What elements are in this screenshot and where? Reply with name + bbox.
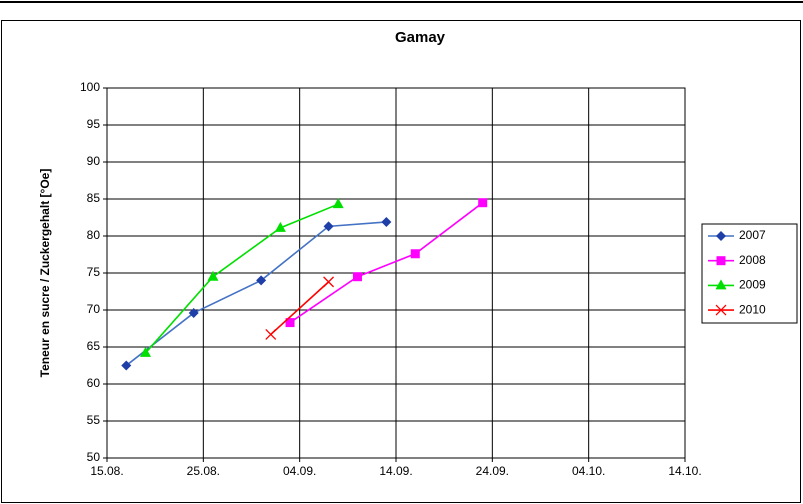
marker: [121, 360, 132, 371]
marker: [323, 276, 335, 288]
chart-title: Gamay: [395, 29, 446, 46]
y-tick-label: 60: [87, 376, 101, 390]
legend-marker: [715, 304, 727, 316]
series-line: [289, 202, 484, 324]
marker: [285, 318, 295, 328]
legend-marker: [715, 279, 727, 290]
y-tick-label: 50: [87, 450, 101, 464]
marker: [381, 216, 392, 227]
marker: [265, 328, 277, 340]
y-tick-label: 90: [87, 154, 101, 168]
x-tick-label: 24.09.: [476, 464, 509, 478]
y-tick-label: 75: [87, 265, 101, 279]
x-tick-label: 14.10.: [668, 464, 701, 478]
series-line: [270, 281, 330, 336]
marker: [188, 307, 199, 318]
legend-label: 2007: [739, 228, 766, 242]
marker: [256, 275, 267, 286]
marker: [352, 272, 362, 282]
y-tick-label: 65: [87, 339, 101, 353]
legend-marker: [716, 256, 726, 266]
x-tick-label: 04.10.: [572, 464, 605, 478]
legend-marker: [716, 231, 726, 241]
series-line: [144, 203, 339, 354]
x-tick-label: 04.09.: [283, 464, 316, 478]
marker: [323, 221, 334, 232]
marker: [332, 198, 344, 209]
legend-label: 2009: [739, 278, 766, 292]
marker: [140, 346, 152, 357]
y-tick-label: 95: [87, 117, 101, 131]
legend-label: 2010: [739, 302, 766, 316]
x-tick-label: 15.08.: [90, 464, 123, 478]
y-tick-label: 85: [87, 191, 101, 205]
marker: [274, 221, 286, 232]
y-tick-label: 100: [80, 80, 100, 94]
legend-label: 2008: [739, 253, 766, 267]
y-tick-label: 80: [87, 228, 101, 242]
y-tick-label: 70: [87, 302, 101, 316]
marker: [410, 249, 420, 259]
x-tick-label: 14.09.: [379, 464, 412, 478]
y-axis-label: Teneur en sucre / Zuckergehalt [°Oe]: [38, 169, 52, 378]
y-tick-label: 55: [87, 413, 101, 427]
marker: [478, 198, 488, 208]
marker: [207, 270, 219, 281]
x-tick-label: 25.08.: [187, 464, 220, 478]
